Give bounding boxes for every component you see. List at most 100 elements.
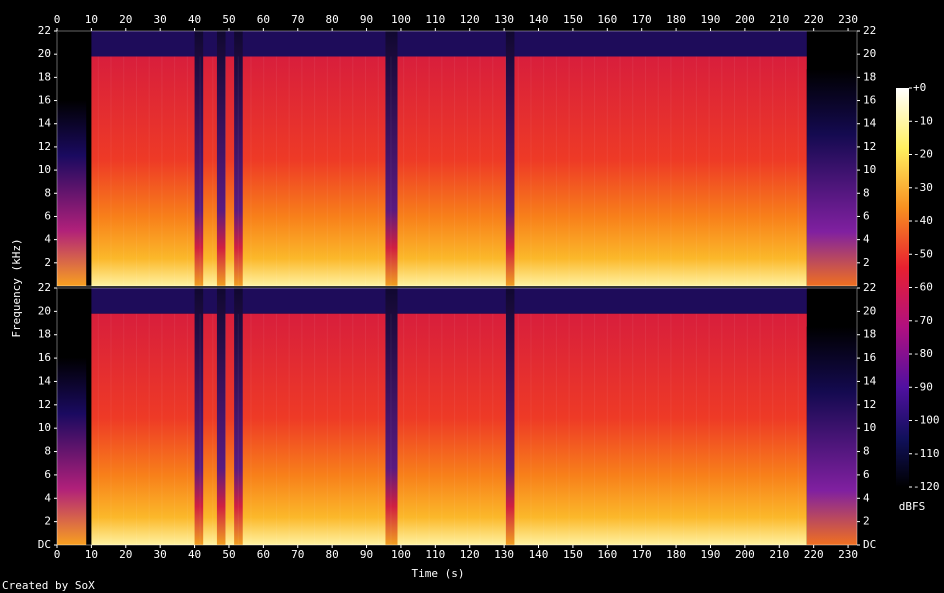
- x-tick-label: 0: [54, 13, 61, 26]
- spectrogram-gap: [385, 31, 398, 286]
- x-tick-label: 190: [701, 548, 721, 561]
- x-tick-label: 210: [769, 548, 789, 561]
- x-tick-label: 230: [838, 13, 858, 26]
- y-tick-label: 22: [38, 24, 51, 37]
- colorbar-label: dBFS: [899, 500, 926, 513]
- y-tick-label: 8: [863, 445, 870, 458]
- y-tick-label: 4: [863, 491, 870, 504]
- y-tick-label: 6: [863, 209, 870, 222]
- x-tick-label: 140: [529, 13, 549, 26]
- x-tick-label: 30: [154, 13, 167, 26]
- y-tick-label: 10: [863, 421, 876, 434]
- x-tick-label: 220: [804, 13, 824, 26]
- y-tick-label: 10: [863, 163, 876, 176]
- colorbar-tick-label: -100: [913, 414, 940, 427]
- y-tick-label: 16: [863, 94, 876, 107]
- x-tick-label: 150: [563, 13, 583, 26]
- x-tick-label: 20: [119, 548, 132, 561]
- panel-frame: [56, 287, 858, 546]
- spectrogram-gap: [234, 31, 243, 286]
- y-tick-label: 8: [44, 445, 51, 458]
- colorbar-tick-label: -50: [913, 247, 933, 260]
- y-tick-label: 12: [38, 140, 51, 153]
- y-tick-label: 4: [863, 233, 870, 246]
- y-tick-label: 14: [38, 117, 52, 130]
- x-tick-label: 120: [460, 548, 480, 561]
- y-tick-label: 20: [863, 47, 876, 60]
- x-tick-label: 100: [391, 13, 411, 26]
- x-tick-label: 230: [838, 548, 858, 561]
- x-tick-label: 160: [597, 13, 617, 26]
- x-tick-label: 130: [494, 548, 514, 561]
- x-tick-label: 130: [494, 13, 514, 26]
- x-tick-label: 70: [291, 548, 304, 561]
- spectrogram-lead: [57, 99, 87, 286]
- x-tick-label: 120: [460, 13, 480, 26]
- spectrogram-gap: [216, 31, 226, 286]
- y-tick-label: 16: [38, 94, 51, 107]
- x-tick-label: 0: [54, 548, 61, 561]
- y-tick-label: DC: [863, 538, 876, 551]
- colorbar-tick-label: +0: [913, 81, 926, 94]
- y-tick-label: 6: [44, 468, 51, 481]
- footer: Created by SoX: [2, 579, 95, 592]
- spectrogram-top-band: [91, 288, 807, 314]
- x-tick-label: 60: [257, 548, 270, 561]
- x-tick-label: 110: [425, 13, 445, 26]
- y-tick-label: 10: [38, 163, 51, 176]
- y-tick-label: 10: [38, 421, 51, 434]
- x-tick-label: 70: [291, 13, 304, 26]
- x-tick-label: 100: [391, 548, 411, 561]
- x-tick-label: 160: [597, 548, 617, 561]
- x-tick-label: 190: [701, 13, 721, 26]
- y-tick-label: 20: [863, 304, 876, 317]
- x-tick-label: 40: [188, 13, 201, 26]
- colorbar-tick-label: -60: [913, 281, 933, 294]
- colorbar-tick-label: -40: [913, 214, 933, 227]
- y-tick-label: 8: [44, 186, 51, 199]
- y-tick-label: 22: [863, 281, 876, 294]
- x-tick-label: 90: [360, 13, 373, 26]
- spectrogram-gap: [505, 31, 515, 286]
- y-tick-label: 12: [863, 398, 876, 411]
- y-tick-label: 18: [863, 70, 876, 83]
- x-tick-label: 110: [425, 548, 445, 561]
- spectrogram-gap: [505, 288, 515, 545]
- x-tick-label: 140: [529, 548, 549, 561]
- y-tick-label: 4: [44, 233, 51, 246]
- y-tick-label: 4: [44, 491, 51, 504]
- y-tick-label: 22: [863, 24, 876, 37]
- x-tick-label: 10: [85, 548, 98, 561]
- y-tick-label: 6: [44, 209, 51, 222]
- spectrogram-body: [91, 56, 807, 286]
- y-tick-label: 8: [863, 186, 870, 199]
- y-axis-label: Frequency (kHz): [10, 238, 23, 337]
- y-tick-label: 14: [863, 117, 877, 130]
- y-tick-label: 22: [38, 281, 51, 294]
- y-tick-label: 12: [863, 140, 876, 153]
- x-tick-label: 200: [735, 13, 755, 26]
- y-tick-label: 18: [38, 70, 51, 83]
- x-tick-label: 170: [632, 13, 652, 26]
- x-tick-label: 80: [326, 548, 339, 561]
- y-tick-label: 6: [863, 468, 870, 481]
- spectrogram-gap: [194, 31, 204, 286]
- x-tick-label: 180: [666, 13, 686, 26]
- x-axis-label: Time (s): [412, 567, 465, 580]
- colorbar: [896, 88, 909, 487]
- x-tick-label: 20: [119, 13, 132, 26]
- x-tick-label: 90: [360, 548, 373, 561]
- y-tick-label: 16: [863, 351, 876, 364]
- colorbar-tick-label: -120: [913, 480, 940, 493]
- spectrogram-lead: [57, 357, 87, 545]
- x-tick-label: 10: [85, 13, 98, 26]
- x-tick-label: 60: [257, 13, 270, 26]
- y-tick-label: 18: [38, 328, 51, 341]
- x-tick-label: 40: [188, 548, 201, 561]
- x-tick-label: 170: [632, 548, 652, 561]
- colorbar-tick-label: -90: [913, 380, 933, 393]
- y-tick-label: 14: [38, 374, 52, 387]
- colorbar-tick-label: -80: [913, 347, 933, 360]
- y-tick-label: 2: [863, 515, 870, 528]
